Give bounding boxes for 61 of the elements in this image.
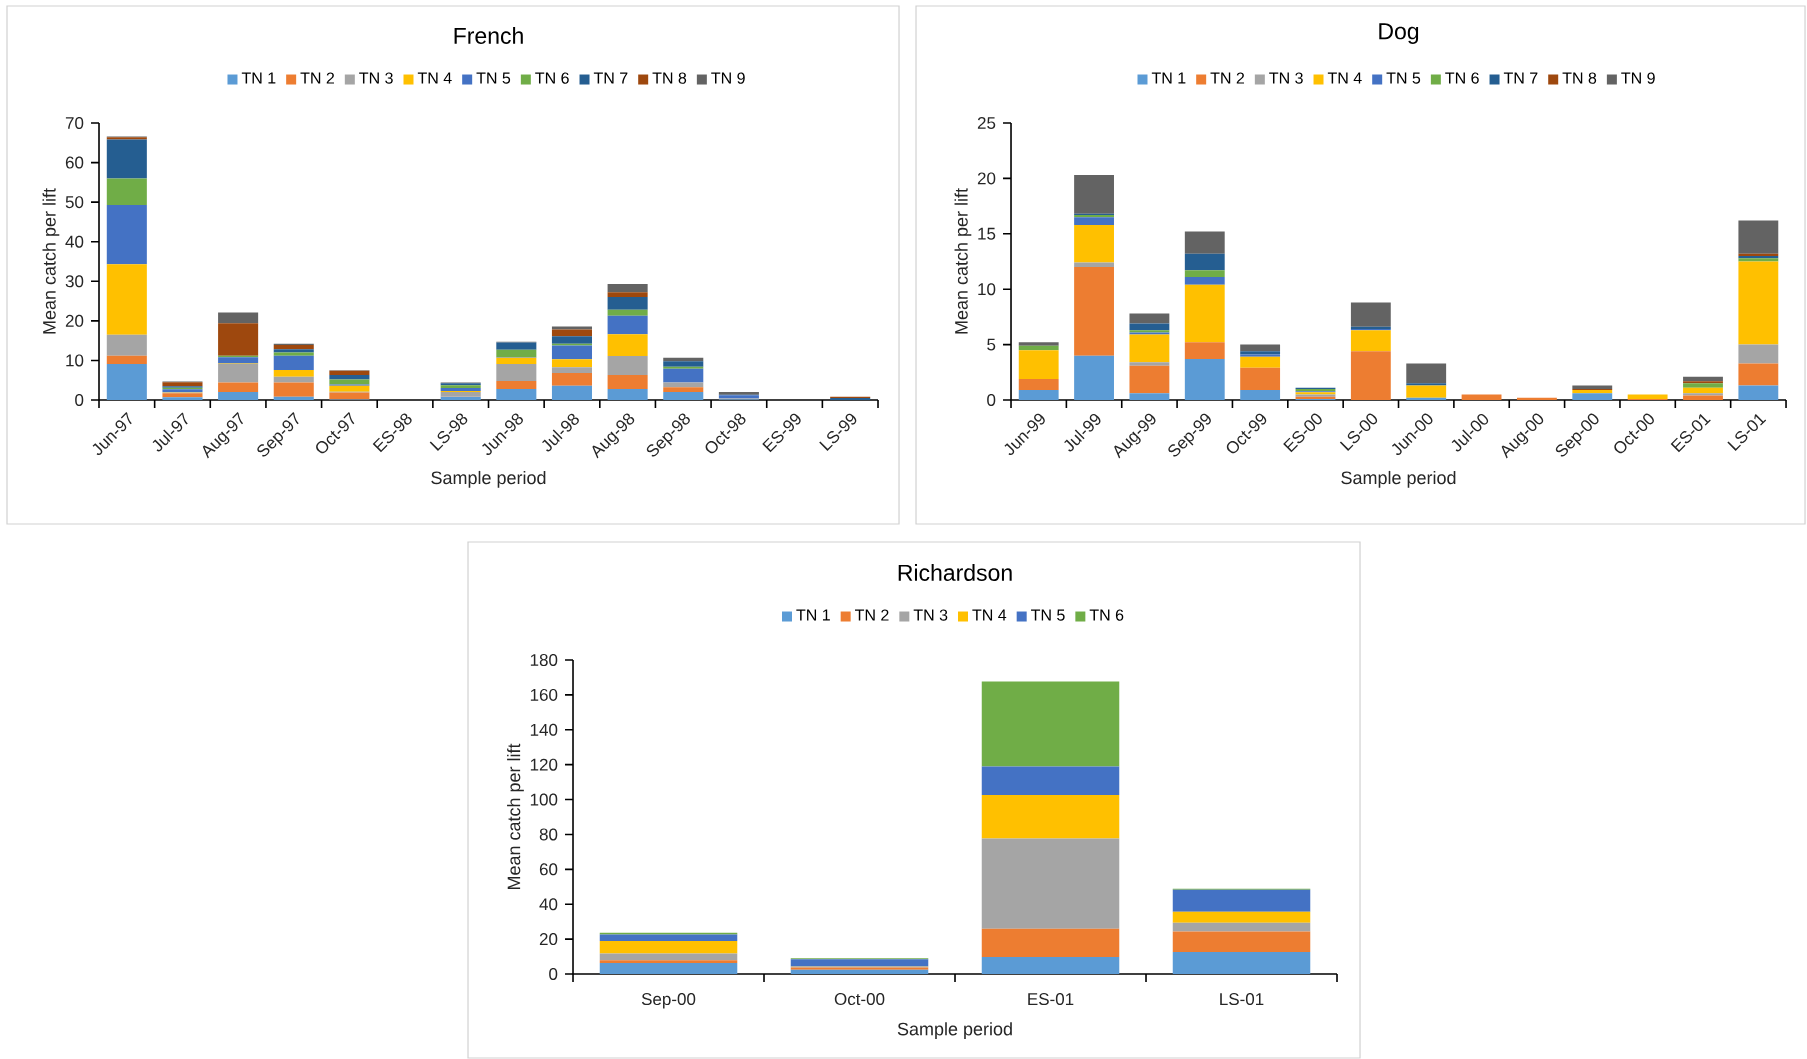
y-tick-label: 10 — [66, 354, 84, 367]
y-tick-label: 50 — [65, 196, 84, 209]
legend-label: TN 6 — [1445, 72, 1479, 84]
x-tick-label: Sep-00 — [641, 993, 696, 1009]
legend-label: TN 2 — [1210, 72, 1245, 84]
legend-label: TN 5 — [476, 72, 511, 84]
y-axis-title: Mean catch per lift — [954, 188, 972, 334]
y-tick-label: 140 — [530, 723, 558, 736]
y-tick-label: 0 — [987, 393, 996, 406]
legend-label: TN 3 — [913, 609, 948, 621]
y-tick-label: 80 — [539, 828, 558, 841]
x-tick-label: ES-01 — [1028, 993, 1074, 1006]
legend-label: TN 1 — [796, 609, 830, 621]
legend-label: TN 8 — [1562, 72, 1597, 84]
y-tick-label: 70 — [65, 117, 84, 130]
y-tick-label: 15 — [978, 227, 996, 240]
y-tick-label: 100 — [530, 793, 558, 806]
y-tick-label: 60 — [539, 863, 558, 876]
legend-label: TN 4 — [972, 609, 1007, 621]
legend-label: TN 1 — [241, 72, 276, 84]
y-tick-label: 5 — [987, 338, 996, 351]
y-tick-label: 20 — [65, 314, 84, 327]
legend-label: TN 3 — [1269, 72, 1303, 84]
y-tick-label: 20 — [539, 933, 558, 946]
y-tick-label: 160 — [530, 688, 558, 701]
legend-label: TN 1 — [1151, 72, 1186, 84]
y-tick-label: 30 — [65, 275, 84, 288]
y-tick-label: 0 — [75, 393, 84, 406]
legend-label: TN 2 — [855, 609, 889, 621]
legend-label: TN 7 — [593, 72, 628, 84]
y-tick-label: 60 — [65, 156, 84, 169]
y-tick-label: 20 — [977, 172, 996, 185]
legend-label: TN 9 — [1621, 72, 1655, 84]
legend-label: TN 5 — [1031, 609, 1065, 621]
legend-label: TN 7 — [1503, 72, 1538, 84]
legend-label: TN 6 — [1089, 609, 1124, 621]
legend-label: TN 3 — [359, 72, 393, 84]
legend-label: TN 9 — [711, 72, 745, 84]
y-tick-label: 10 — [978, 283, 996, 296]
y-axis-title: Mean catch per lift — [507, 743, 524, 890]
y-tick-label: 120 — [530, 758, 558, 771]
legend-label: TN 2 — [300, 72, 334, 84]
legend-label: TN 6 — [535, 72, 569, 84]
x-tick-label: LS-01 — [1220, 993, 1264, 1006]
y-tick-label: 40 — [65, 235, 84, 248]
x-axis-title: Sample period — [1341, 470, 1456, 488]
legend-label: TN 8 — [652, 72, 687, 84]
y-tick-label: 40 — [539, 898, 558, 911]
legend-label: TN 4 — [417, 72, 452, 84]
chart-title: French — [454, 27, 523, 44]
x-tick-label: Oct-00 — [834, 993, 885, 1006]
y-tick-label: 0 — [549, 968, 558, 981]
y-tick-label: 180 — [530, 653, 558, 667]
legend-label: TN 4 — [1327, 72, 1362, 84]
y-axis-title: Mean catch per lift — [42, 188, 60, 334]
chart-title: Richardson — [898, 564, 1012, 581]
legend-label: TN 5 — [1386, 72, 1421, 84]
x-axis-title: Sample period — [431, 470, 546, 488]
chart-title: Dog — [1379, 23, 1419, 44]
y-tick-label: 25 — [977, 116, 996, 129]
x-axis-title: Sample period — [897, 1022, 1012, 1039]
